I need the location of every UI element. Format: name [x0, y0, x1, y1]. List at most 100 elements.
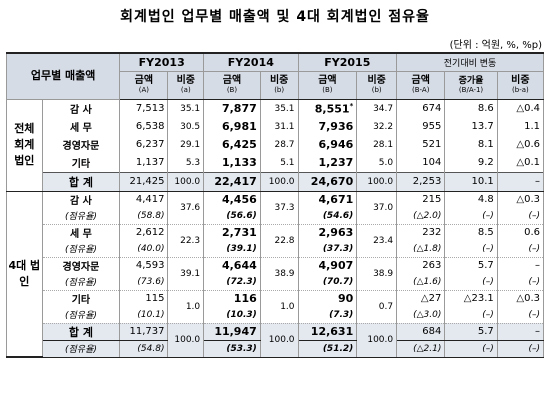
- value-cell: 674: [396, 98, 446, 118]
- share-value-cell: (△2.0): [396, 207, 446, 224]
- table-row: 기타 115 1.0 116 1.0 90 0.7 △27 △23.1 △0.3: [7, 289, 545, 323]
- share-value-cell: (–): [496, 207, 545, 224]
- share-value-cell: (37.3): [297, 240, 358, 257]
- value-cell: 4,671: [297, 190, 358, 208]
- value-cell: 232: [396, 223, 446, 241]
- category-label: 경영자문: [41, 256, 121, 274]
- header-amount-a: 금액 (A): [119, 70, 169, 100]
- value-cell: 8.1: [444, 135, 498, 154]
- value-cell: △23.1: [444, 289, 498, 307]
- category-label: 기타: [41, 153, 121, 172]
- value-cell: 8,551*: [297, 98, 358, 118]
- header-amount-change: 금액 (B-A): [396, 70, 446, 100]
- share-value-cell: (53.3): [203, 339, 261, 358]
- value-cell: 39.1: [167, 256, 205, 290]
- value-cell: 8.6: [444, 98, 498, 118]
- category-label: 세 무: [41, 223, 121, 241]
- share-value-cell: (56.6): [203, 207, 261, 224]
- share-value-cell: (△1.8): [396, 240, 446, 257]
- value-cell: 115: [119, 289, 169, 307]
- share-value-cell: (–): [496, 240, 545, 257]
- share-row: (점유율) (40.0) (39.1) (37.3) (△1.8) (–) (–): [7, 240, 545, 257]
- share-label: (점유율): [41, 339, 121, 358]
- value-cell: 32.2: [356, 117, 398, 136]
- share-row: (점유율) (10.1) (10.3) (7.3) (△3.0) (–) (–): [7, 306, 545, 323]
- value-cell: 2,612: [119, 223, 169, 241]
- value-cell: 6,237: [119, 135, 169, 154]
- table-row: 전체 회계법인 감 사 7,513 35.1 7,877 35.1 8,551* 34.7 67…: [6, 98, 545, 192]
- value-cell: 7,877: [203, 98, 261, 118]
- value-cell: 2,963: [297, 223, 358, 241]
- total-label: 합 계: [41, 322, 121, 341]
- value-cell: 1.0: [167, 289, 205, 323]
- value-cell: △0.3: [496, 190, 545, 208]
- value-cell: 263: [396, 256, 446, 274]
- value-cell: 29.1: [167, 135, 205, 154]
- value-cell: 12,631: [297, 322, 358, 341]
- value-cell: 4,593: [119, 256, 169, 274]
- total-label: 합 계: [41, 171, 121, 192]
- total-row: 합 계 11,737 100.0 11,947 100.0 12,631 100.0 684 5…: [7, 322, 545, 358]
- share-value-cell: (72.3): [203, 273, 261, 290]
- value-cell: 11,947: [203, 322, 261, 341]
- share-value-cell: (51.2): [297, 339, 358, 358]
- share-value-cell: (54.6): [297, 207, 358, 224]
- header-ratio-a: 비중 (a): [167, 70, 205, 100]
- table-row: 세 무 2,612 22.3 2,731 22.8 2,963 23.4 232 8.5 0.6: [7, 223, 545, 257]
- value-cell: 0.7: [356, 289, 398, 323]
- value-cell: 6,946: [297, 135, 358, 154]
- value-cell: 1,137: [119, 153, 169, 172]
- share-value-cell: (–): [444, 273, 498, 290]
- category-label: 경영자문: [41, 135, 121, 154]
- table-row: 기타 1,137 5.3 1,133 5.1 1,237 5.0 104 9.2 △0.1: [7, 153, 545, 172]
- value-cell: 6,981: [203, 117, 261, 136]
- value-cell: 28.1: [356, 135, 398, 154]
- value-cell: 13.7: [444, 117, 498, 136]
- value-cell: △27: [396, 289, 446, 307]
- total-row: 합 계 21,425 100.0 22,417 100.0 24,670 100.0 2,25…: [7, 171, 545, 192]
- value-cell: 23.4: [356, 223, 398, 257]
- value-cell: 6,425: [203, 135, 261, 154]
- share-value-cell: (△1.6): [396, 273, 446, 290]
- value-cell: 955: [396, 117, 446, 136]
- total-value-cell: 24,670: [297, 171, 358, 192]
- value-cell: 2,731: [203, 223, 261, 241]
- value-cell: 22.3: [167, 223, 205, 257]
- value-cell: 37.6: [167, 190, 205, 224]
- value-cell: –: [496, 322, 545, 341]
- share-row: (점유율) (54.8) (53.3) (51.2) (△2.1) (–) (–): [7, 339, 545, 358]
- category-label: 감 사: [41, 98, 121, 118]
- header-amount-c: 금액 (B): [297, 70, 358, 100]
- value-cell: 11,737: [119, 322, 169, 341]
- group-label-big4: 4대 법인: [6, 190, 43, 358]
- share-value-cell: (10.3): [203, 306, 261, 323]
- value-cell: 684: [396, 322, 446, 341]
- value-cell: 116: [203, 289, 261, 307]
- value-cell: 38.9: [259, 256, 299, 290]
- category-label: 기타: [41, 289, 121, 307]
- value-cell: △0.6: [496, 135, 545, 154]
- header-amount-b: 금액 (B): [203, 70, 261, 100]
- value-cell: 9.2: [444, 153, 498, 172]
- header-fy2014: FY2014: [203, 52, 299, 71]
- share-value-cell: (△3.0): [396, 306, 446, 323]
- header-fy2015: FY2015: [297, 52, 398, 71]
- value-cell: △0.3: [496, 289, 545, 307]
- table-row: 경영자문 6,237 29.1 6,425 28.7 6,946 28.1 521 8.1 △0.…: [7, 135, 545, 154]
- share-value-cell: (–): [444, 240, 498, 257]
- total-value-cell: 100.0: [356, 171, 398, 192]
- total-value-cell: 21,425: [119, 171, 169, 192]
- share-value-cell: (70.7): [297, 273, 358, 290]
- value-cell: 5.7: [444, 322, 498, 341]
- header-row-label: 업무별 매출액: [5, 52, 121, 99]
- value-cell: 4,417: [119, 190, 169, 208]
- total-value-cell: 100.0: [259, 171, 299, 192]
- share-value-cell: (△2.1): [396, 339, 446, 358]
- value-cell: 0.6: [496, 223, 545, 241]
- table-title: 회계법인 업무별 매출액 및 4대 회계법인 점유율: [120, 9, 430, 25]
- share-row: (점유율) (58.8) (56.6) (54.6) (△2.0) (–) (–): [7, 207, 545, 224]
- value-cell: 215: [396, 190, 446, 208]
- value-cell: 104: [396, 153, 446, 172]
- table-row: 세 무 6,538 30.5 6,981 31.1 7,936 32.2 955 13.7 1.1: [7, 117, 545, 136]
- value-cell: 38.9: [356, 256, 398, 290]
